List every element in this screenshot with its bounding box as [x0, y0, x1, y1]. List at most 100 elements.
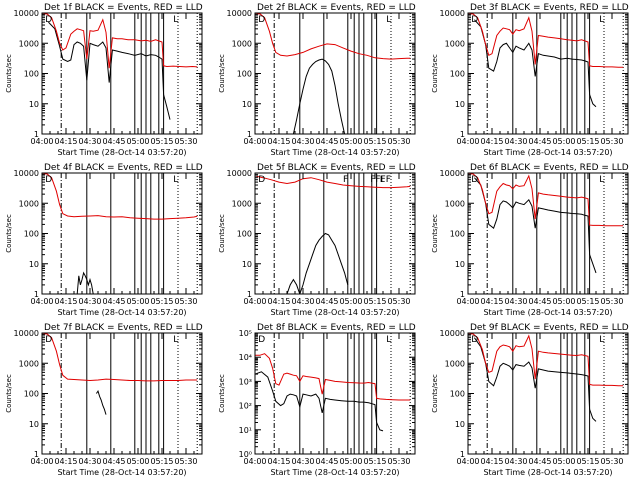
corner-label: L	[173, 335, 178, 345]
x-axis-label: Start Time (28-Oct-14 03:57:20)	[270, 308, 399, 317]
y-tick-label: 100	[237, 70, 252, 79]
chart-title: Det 4f BLACK = Events, RED = LLD	[44, 163, 203, 173]
x-tick-label: 04:00	[30, 457, 53, 466]
x-tick-label: 05:00	[126, 297, 149, 306]
chart-title: Det 6f BLACK = Events, RED = LLD	[470, 163, 629, 173]
x-tick-label: 04:15	[480, 297, 503, 306]
corner-label: L	[599, 335, 604, 345]
series-line-events	[76, 271, 94, 294]
series-line-lld	[255, 13, 411, 60]
corner-label: D	[45, 335, 52, 345]
y-tick-label: 1000	[445, 39, 465, 48]
x-tick-label: 04:15	[267, 137, 290, 146]
x-tick-label: 05:30	[174, 297, 197, 306]
y-tick-label: 10	[455, 420, 465, 429]
x-tick-label: 04:45	[528, 137, 551, 146]
x-tick-label: 05:15	[576, 137, 599, 146]
x-axis-label: Start Time (28-Oct-14 03:57:20)	[483, 468, 612, 477]
y-axis-label: Counts/sec	[5, 214, 13, 253]
x-tick-label: 04:30	[291, 297, 314, 306]
corner-label: L	[173, 15, 178, 25]
y-tick-label: 10000	[227, 169, 252, 178]
chart-panel-4: Det 4f BLACK = Events, RED = LLD D L 1 10 100…	[5, 163, 203, 317]
y-tick-label: 1000	[232, 199, 252, 208]
x-tick-label: 04:45	[102, 297, 125, 306]
series-line-events	[255, 371, 384, 432]
x-tick-label: 05:00	[339, 457, 362, 466]
chart-title: Det 9f BLACK = Events, RED = LLD	[470, 323, 629, 333]
x-tick-label: 05:15	[150, 137, 173, 146]
y-tick-label: 10	[29, 100, 39, 109]
chart-panel-8: Det 8f BLACK = Events, RED = LLD D L 10⁰ 10¹…	[218, 323, 416, 477]
x-tick-label: 04:30	[78, 297, 101, 306]
x-tick-label: 04:00	[456, 137, 479, 146]
x-tick-label: 04:45	[315, 297, 338, 306]
x-tick-label: 04:00	[243, 137, 266, 146]
series-line-lld	[468, 173, 624, 227]
x-tick-label: 04:30	[504, 457, 527, 466]
y-tick-label: 10000	[227, 9, 252, 18]
x-tick-label: 05:00	[126, 137, 149, 146]
y-tick-label: 10000	[14, 329, 39, 338]
y-tick-label: 10	[455, 100, 465, 109]
corner-label: L	[173, 175, 178, 185]
x-tick-label: 04:45	[315, 457, 338, 466]
corner-label: F	[343, 175, 348, 185]
x-tick-label: 04:45	[528, 457, 551, 466]
x-tick-label: 05:30	[387, 297, 410, 306]
series-line-lld	[42, 13, 198, 69]
y-tick-label: 10	[29, 420, 39, 429]
x-tick-label: 05:00	[339, 137, 362, 146]
y-tick-label: 100	[450, 70, 465, 79]
x-tick-label: 05:30	[174, 457, 197, 466]
x-tick-label: 05:00	[552, 297, 575, 306]
y-tick-label: 100	[237, 230, 252, 239]
y-axis-label: Counts/sec	[5, 374, 13, 413]
x-tick-label: 05:00	[339, 297, 362, 306]
series-line-events	[286, 232, 349, 294]
corner-label: D	[471, 175, 478, 185]
corner-label: D	[471, 15, 478, 25]
chart-panel-1: Det 1f BLACK = Events, RED = LLD D L 1 10 100…	[5, 3, 203, 157]
corner-label: D	[45, 175, 52, 185]
x-tick-label: 04:15	[267, 297, 290, 306]
corner-label: L	[386, 335, 391, 345]
series-line-events	[95, 389, 107, 415]
chart-title: Det 1f BLACK = Events, RED = LLD	[44, 3, 203, 13]
corner-label: FFFF	[370, 175, 391, 185]
x-tick-label: 05:30	[600, 137, 623, 146]
x-tick-label: 05:15	[576, 457, 599, 466]
x-tick-label: 04:30	[504, 297, 527, 306]
x-tick-label: 05:15	[363, 137, 386, 146]
x-tick-label: 05:30	[600, 457, 623, 466]
corner-label: D	[471, 335, 478, 345]
series-line-lld	[42, 173, 198, 220]
chart-title: Det 2f BLACK = Events, RED = LLD	[257, 3, 416, 13]
x-tick-label: 04:00	[30, 137, 53, 146]
x-tick-label: 04:00	[243, 457, 266, 466]
x-axis-label: Start Time (28-Oct-14 03:57:20)	[483, 148, 612, 157]
corner-label: L	[599, 15, 604, 25]
y-tick-label: 1	[247, 290, 252, 299]
y-tick-label: 10000	[14, 9, 39, 18]
y-tick-label: 1	[460, 450, 465, 459]
series-line-lld	[42, 333, 198, 382]
y-tick-label: 10000	[440, 329, 465, 338]
y-tick-label: 100	[450, 390, 465, 399]
y-tick-label: 1000	[445, 199, 465, 208]
y-tick-label: 10	[242, 100, 252, 109]
chart-panel-3: Det 3f BLACK = Events, RED = LLD D L 1 10 100…	[431, 3, 629, 157]
y-tick-label: 10³	[239, 377, 252, 386]
x-tick-label: 05:15	[363, 297, 386, 306]
x-tick-label: 05:15	[150, 457, 173, 466]
series-line-events	[473, 337, 597, 422]
series-line-lld	[255, 175, 411, 189]
y-tick-label: 1000	[19, 359, 39, 368]
x-tick-label: 04:00	[243, 297, 266, 306]
y-tick-label: 10000	[440, 169, 465, 178]
y-axis-label: Counts/sec	[431, 374, 439, 413]
x-tick-label: 04:15	[480, 457, 503, 466]
y-tick-label: 10²	[239, 402, 252, 411]
